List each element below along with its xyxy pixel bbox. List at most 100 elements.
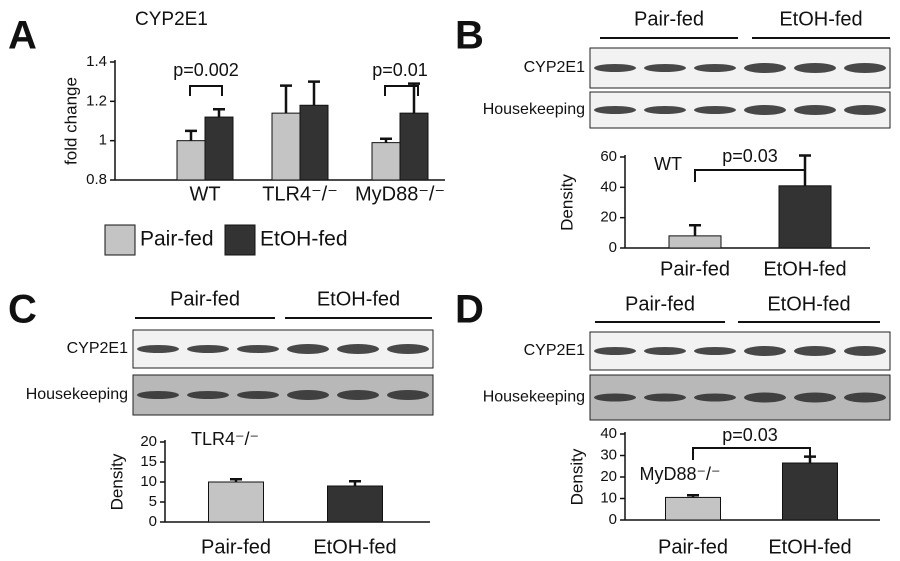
x-tick-label: Pair-fed [660,258,730,280]
blot-group-label: EtOH-fed [767,293,850,315]
y-tick-label: 5 [149,493,157,510]
y-tick-label: 10 [140,473,157,490]
significance-bracket [384,85,419,96]
y-tick-label: 0 [609,511,617,528]
blot-band [794,105,836,115]
y-axis-label: Density [107,453,126,510]
blot-group-label: EtOH-fed [317,288,400,310]
error-bar [380,137,392,143]
blot-row-label: Housekeeping [483,389,585,406]
blot-band [594,64,636,72]
blot-band [237,391,279,399]
bar [299,104,329,181]
blot-band [337,390,379,400]
x-tick-label: EtOH-fed [763,258,846,280]
blot-band [337,344,379,354]
y-tick-label: 20 [600,209,617,226]
error-bar [308,80,320,106]
blot-band [844,105,886,115]
legend-label: Pair-fed [140,228,214,251]
x-tick-label: TLR4⁻/⁻ [262,183,338,205]
panel-label: C [8,288,37,332]
y-tick-label: 30 [600,446,617,463]
y-tick-label: 20 [600,468,617,485]
y-tick-label: 10 [600,489,617,506]
blot-group-label: Pair-fed [634,8,704,30]
blot-band [744,346,786,356]
blot-band [594,347,636,355]
error-bar [185,129,197,141]
panel-label: D [455,288,484,332]
blot-band [644,347,686,355]
annotation: p=0.03 [722,146,778,166]
blot-box [132,329,434,369]
y-tick-label: 1.2 [86,92,107,109]
blot-band [187,391,229,399]
blot-band [137,345,179,353]
bar [208,481,264,523]
blot-band [644,64,686,72]
x-tick-label: EtOH-fed [768,536,851,558]
annotation: p=0.01 [372,60,428,80]
blot-band [237,345,279,353]
blot-band [694,64,736,72]
blot-band [844,346,886,356]
blot-band [694,106,736,114]
bar [371,142,401,181]
chart-title: CYP2E1 [135,9,208,30]
y-tick-label: 60 [600,148,617,165]
legend-swatch [104,224,136,256]
x-tick-label: Pair-fed [201,536,271,558]
blot-box [589,47,891,89]
y-axis-label: Density [557,174,576,231]
bar [778,185,832,249]
blot-band [794,392,836,403]
legend-swatch [224,224,256,256]
y-tick-label: 1 [99,132,107,149]
error-bar [687,494,699,498]
bar [399,112,429,181]
x-tick-label: EtOH-fed [313,536,396,558]
y-tick-label: 20 [140,433,157,450]
error-bar [213,107,225,118]
y-tick-label: 40 [600,178,617,195]
blot-band [844,63,886,73]
error-bar [280,84,292,114]
blot-band [387,344,429,354]
annotation: MyD88⁻/⁻ [639,464,720,484]
y-tick-label: 40 [600,425,617,442]
bar [782,462,838,521]
annotation: p=0.03 [722,425,778,445]
blot-band [187,345,229,353]
bar [271,112,301,181]
y-axis-label: Density [567,448,586,505]
blot-band [644,393,686,402]
error-bar [408,82,420,114]
blot-row-label: CYP2E1 [524,59,585,76]
y-tick-label: 15 [140,453,157,470]
blot-band [594,106,636,114]
blot-band [744,392,786,403]
blot-group-label: EtOH-fed [779,8,862,30]
bar [204,116,234,181]
bar [668,235,722,249]
blot-band [594,393,636,402]
blot-box [589,374,891,421]
blot-box [589,331,891,371]
error-bar [689,224,701,236]
blot-band [694,393,736,402]
error-bar [349,479,361,486]
y-tick-label: 0.8 [86,171,107,188]
legend-label: EtOH-fed [260,228,348,251]
blot-group-label: Pair-fed [170,288,240,310]
blot-band [794,346,836,356]
blot-row-label: CYP2E1 [67,340,128,357]
blot-box [589,91,891,129]
y-axis-label: fold change [61,77,80,165]
significance-bracket [694,169,806,182]
x-tick-label: WT [189,183,220,205]
blot-band [794,63,836,73]
blot-band [387,390,429,400]
blot-band [744,105,786,115]
